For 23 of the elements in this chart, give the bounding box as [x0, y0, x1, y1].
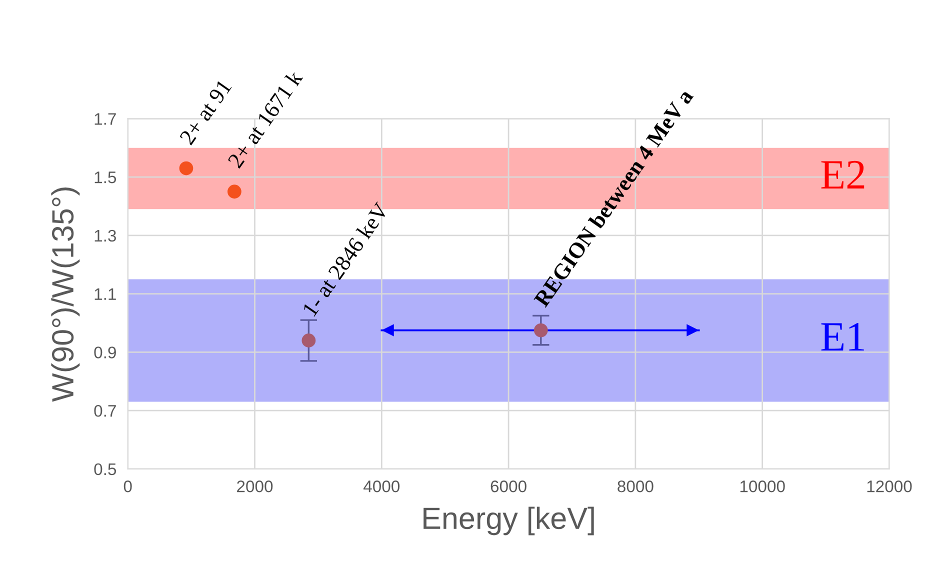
- band-label: E2: [821, 160, 864, 189]
- band-label: E1: [821, 323, 864, 351]
- y-tick-label: 0.7: [94, 404, 116, 417]
- x-tick-label: 0: [124, 480, 132, 492]
- x-tick-label: 6000: [490, 480, 526, 492]
- point: [302, 334, 316, 348]
- x-tick-label: 10000: [740, 480, 785, 492]
- point: [179, 161, 194, 176]
- x-axis-title: Energy [keV]: [424, 506, 594, 536]
- x-tick-label: 2000: [237, 480, 273, 492]
- x-tick-label: 8000: [618, 480, 654, 492]
- point: [534, 323, 548, 338]
- y-tick-label: 0.5: [94, 463, 116, 476]
- y-tick-label: 0.9: [94, 346, 116, 358]
- point: [227, 184, 242, 199]
- y-tick-label: 1.5: [94, 172, 116, 184]
- x-tick-label: 12000: [867, 480, 912, 492]
- x-tick-label: 4000: [363, 480, 400, 492]
- y-axis-title: W(90°)/W(135°): [51, 188, 80, 402]
- annotation: 2+ at 91: [179, 78, 232, 146]
- y-tick-label: 1.1: [94, 288, 116, 300]
- y-tick-label: 1.7: [94, 113, 116, 125]
- y-tick-label: 1.3: [94, 230, 116, 242]
